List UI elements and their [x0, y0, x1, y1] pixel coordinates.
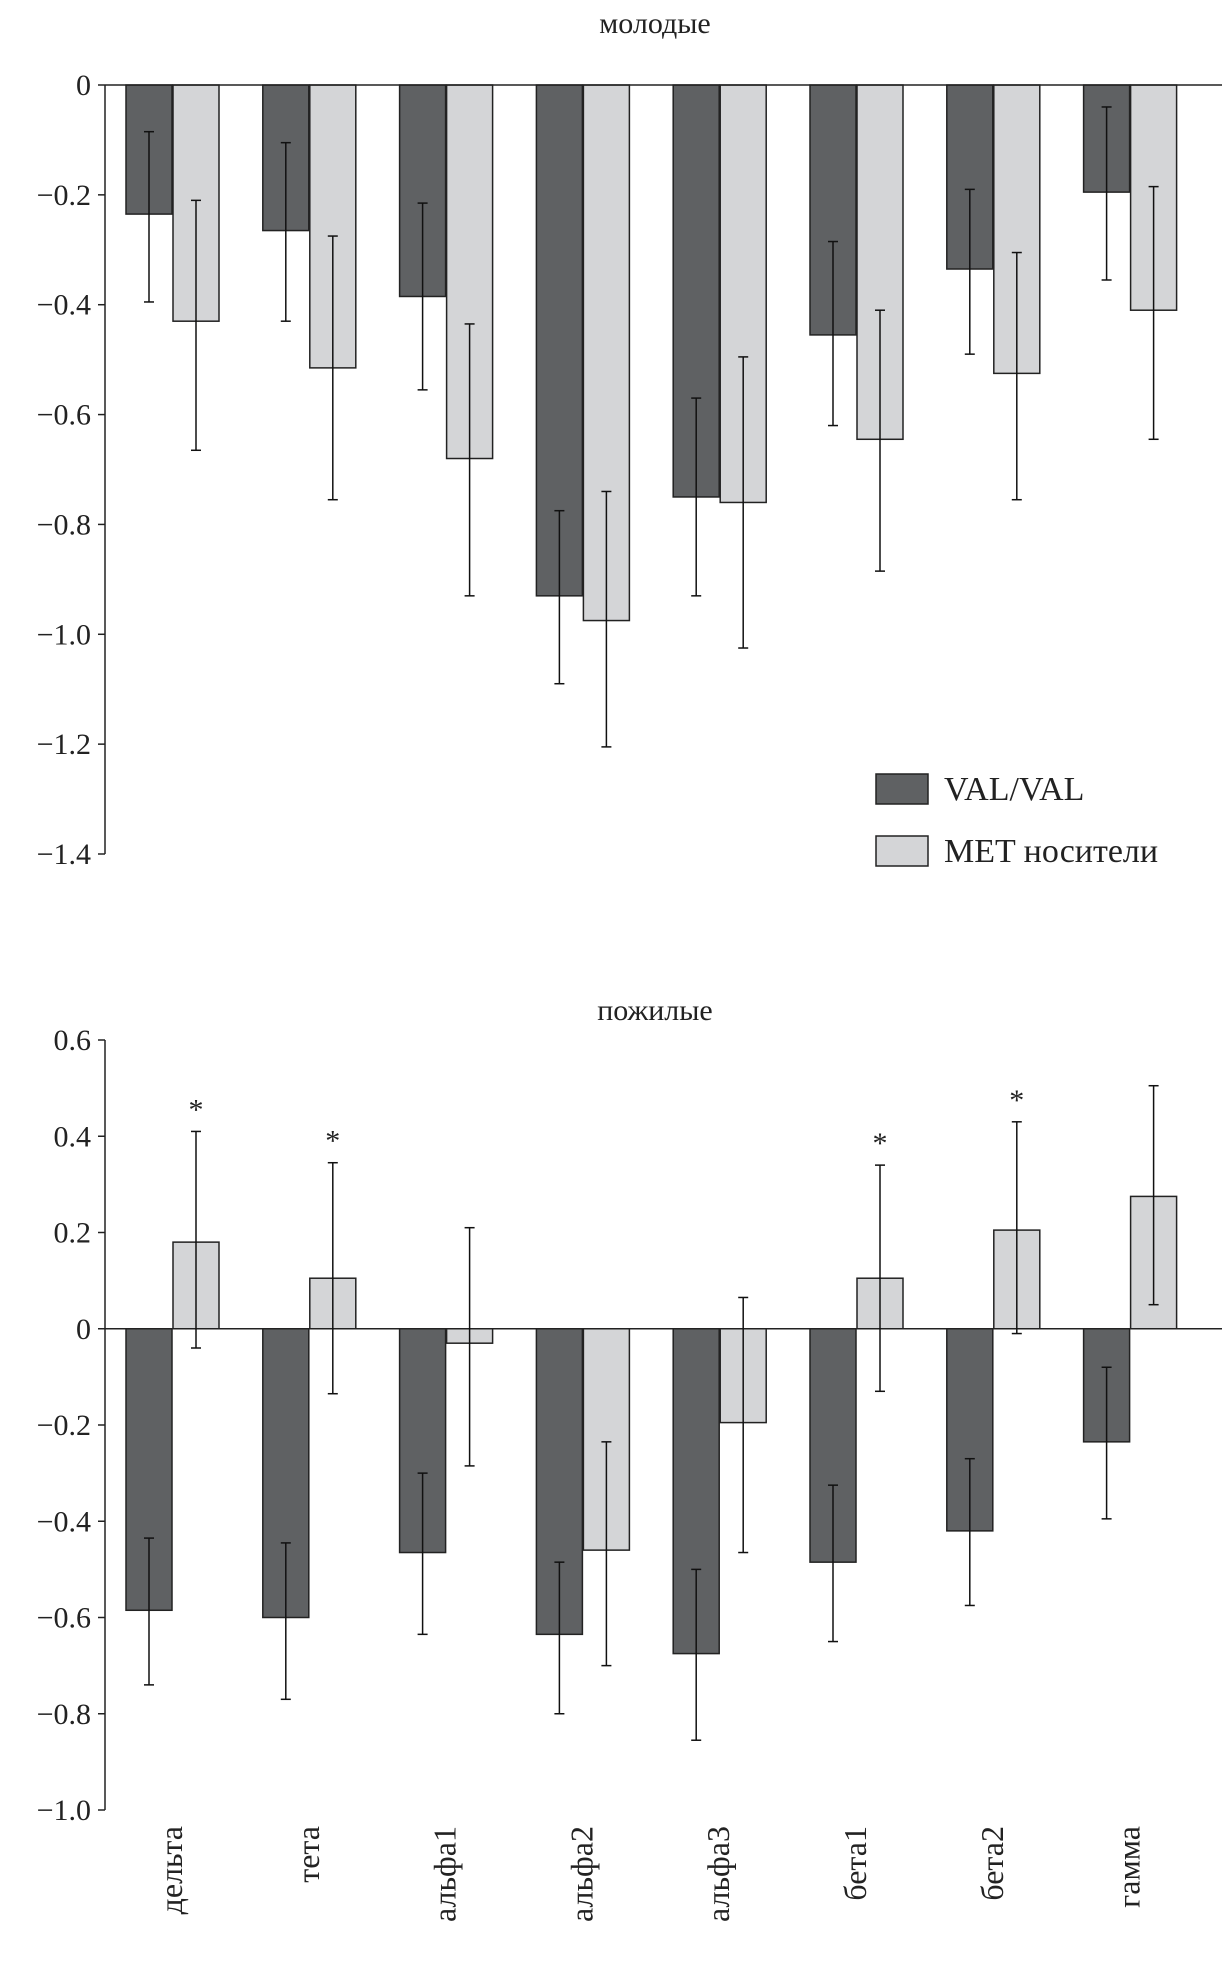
chart-young: молодые 0 −0.2 −0.4 −0.6 −0.8 −1.0 −1.2 −1.4 VAL/… — [37, 7, 1222, 871]
y-tick-label: −0.8 — [37, 1698, 91, 1731]
chart-title: пожилые — [597, 994, 713, 1027]
y-tick-label: 0.2 — [54, 1217, 92, 1250]
y-tick-label: 0.6 — [54, 1024, 92, 1057]
chart-title: молодые — [599, 7, 710, 40]
y-tick-label: −0.6 — [37, 1602, 91, 1635]
y-tick-label: −0.2 — [37, 179, 91, 212]
y-tick-label: 0 — [76, 69, 91, 102]
x-category-label: гамма — [1111, 1826, 1147, 1908]
significance-marker: * — [325, 1125, 340, 1158]
y-tick-label: −1.4 — [37, 838, 91, 871]
y-tick-label: −0.2 — [37, 1409, 91, 1442]
x-category-label: альфа1 — [427, 1826, 463, 1922]
x-category-label: бета1 — [837, 1826, 873, 1901]
significance-marker: * — [873, 1127, 888, 1160]
x-category-label: дельта — [153, 1826, 189, 1914]
x-category-label: тета — [290, 1826, 326, 1883]
legend-label: VAL/VAL — [944, 771, 1084, 808]
y-tick-label: −0.4 — [37, 289, 91, 322]
y-tick-label: 0.4 — [54, 1120, 92, 1153]
y-tick-label: −1.0 — [37, 618, 91, 651]
x-category-label: альфа3 — [700, 1826, 736, 1922]
y-tick-label: −1.0 — [37, 1794, 91, 1827]
legend-swatch — [875, 835, 929, 867]
y-tick-label: −1.2 — [37, 728, 91, 761]
significance-marker: * — [189, 1093, 204, 1126]
legend-swatch — [875, 773, 929, 805]
significance-marker: * — [1009, 1084, 1024, 1117]
y-tick-label: −0.8 — [37, 508, 91, 541]
y-tick-label: −0.4 — [37, 1505, 91, 1538]
y-tick-label: −0.6 — [37, 399, 91, 432]
legend-label: MET носители — [944, 833, 1158, 870]
y-tick-label: 0 — [76, 1313, 91, 1346]
chart-elderly: пожилые 0.6 0.4 0.2 0 −0.2 −0.4 −0.6 −0.8 −1.0 * * *… — [37, 994, 1222, 1922]
x-category-label: бета2 — [974, 1826, 1010, 1901]
x-category-label: альфа2 — [563, 1826, 599, 1922]
